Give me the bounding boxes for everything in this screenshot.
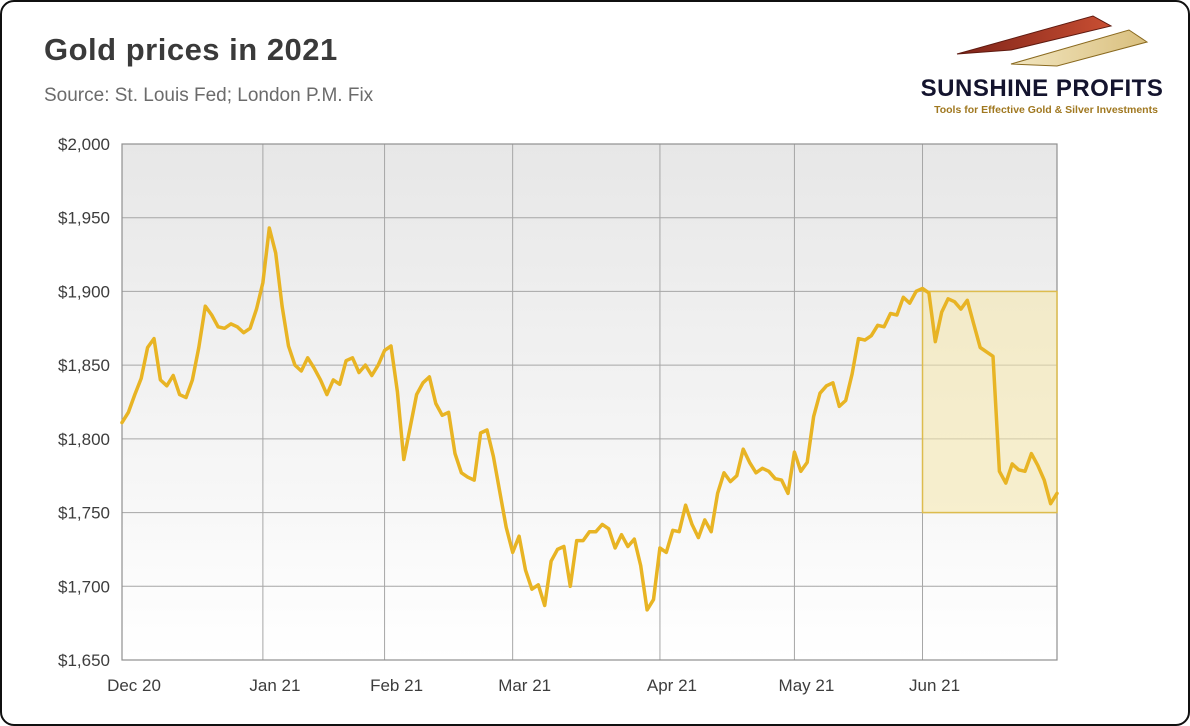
y-tick-label: $1,850 bbox=[58, 356, 110, 375]
x-tick-label: Dec 20 bbox=[107, 676, 161, 695]
y-tick-label: $1,700 bbox=[58, 577, 110, 596]
x-tick-label: Mar 21 bbox=[498, 676, 551, 695]
source-caption: Source: St. Louis Fed; London P.M. Fix bbox=[44, 85, 374, 106]
y-tick-label: $1,750 bbox=[58, 504, 110, 523]
x-tick-label: Feb 21 bbox=[370, 676, 423, 695]
x-tick-label: May 21 bbox=[779, 676, 835, 695]
gold-price-chart: $1,650 $1,700 $1,750 $1,800 $1,850 $1,900 $1,9… bbox=[58, 135, 1059, 695]
x-tick-label: Apr 21 bbox=[647, 676, 697, 695]
logo-wordmark: SUNSHINE PROFITS bbox=[921, 75, 1164, 102]
gold-price-line bbox=[120, 226, 1059, 612]
y-tick-label: $2,000 bbox=[58, 135, 110, 154]
logo-tagline: Tools for Effective Gold & Silver Invest… bbox=[934, 104, 1158, 116]
y-tick-label: $1,900 bbox=[58, 282, 110, 301]
x-tick-label: Jan 21 bbox=[249, 676, 300, 695]
y-tick-label: $1,650 bbox=[58, 651, 110, 670]
logo-flash-red-icon bbox=[956, 15, 1113, 55]
logo-flash-gold-icon bbox=[1010, 29, 1149, 67]
sunshine-profits-logo: SUNSHINE PROFITS Tools for Effective Gol… bbox=[915, 12, 1170, 120]
x-tick-label: Jun 21 bbox=[909, 676, 960, 695]
page-title: Gold prices in 2021 bbox=[44, 32, 338, 67]
highlight-region bbox=[921, 290, 1058, 514]
y-tick-label: $1,800 bbox=[58, 430, 110, 449]
plot-background bbox=[122, 144, 1057, 660]
y-tick-label: $1,950 bbox=[58, 209, 110, 228]
chart-area: $1,650 $1,700 $1,750 $1,800 $1,850 $1,900 $1,9… bbox=[2, 122, 1188, 722]
